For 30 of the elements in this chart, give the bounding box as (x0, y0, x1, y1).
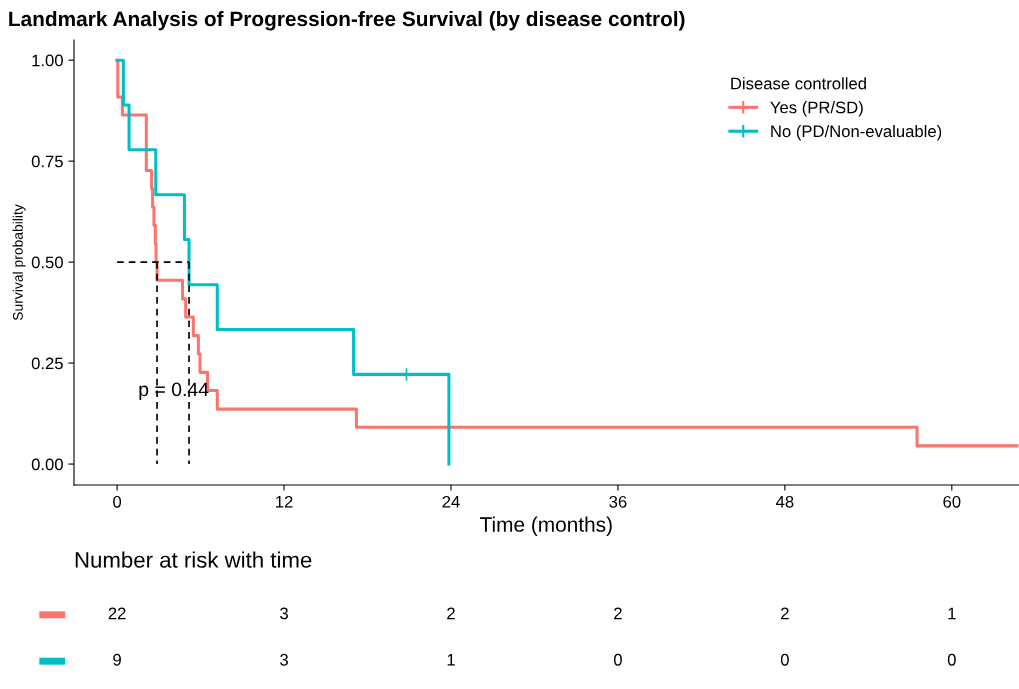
data-label: 3 (280, 607, 288, 620)
y-tick-label: 0.50 (31, 256, 63, 269)
data-label: 3 (280, 653, 288, 666)
data-label: 2 (781, 607, 789, 620)
data-label: 2 (447, 607, 455, 620)
legend-label: No (PD/Non-evaluable) (771, 124, 942, 141)
data-label: 2 (614, 607, 622, 620)
x-tick-label: 48 (775, 495, 794, 508)
x-tick-label: 0 (113, 495, 122, 508)
chart-title: Landmark Analysis of Progression-free Survival (by disease control) (9, 10, 685, 31)
data-label: 9 (113, 653, 121, 666)
x-tick-label: 60 (943, 495, 961, 508)
y-tick-label: 1.00 (32, 54, 63, 67)
x-tick-label: 24 (442, 495, 460, 508)
data-label: 1 (948, 607, 956, 620)
data-label: 0 (780, 653, 789, 666)
x-axis-title: Time (months) (480, 516, 612, 536)
legend-label: Yes (PR/SD) (770, 101, 863, 117)
y-axis-title: Survival probability (12, 204, 26, 321)
chart-title: Number at risk with time (75, 551, 312, 568)
x-tick-label: 36 (609, 495, 627, 508)
y-tick-label: 0.25 (31, 357, 63, 370)
legend-title: Disease controlled (731, 77, 866, 90)
data-label: 0 (613, 653, 622, 666)
x-tick-label: 12 (276, 495, 293, 508)
data-label: 1 (447, 654, 455, 666)
data-label: 0 (947, 653, 956, 666)
data-label: 22 (108, 607, 126, 620)
y-tick-label: 0.75 (31, 155, 63, 168)
y-tick-label: 0.00 (31, 458, 63, 471)
